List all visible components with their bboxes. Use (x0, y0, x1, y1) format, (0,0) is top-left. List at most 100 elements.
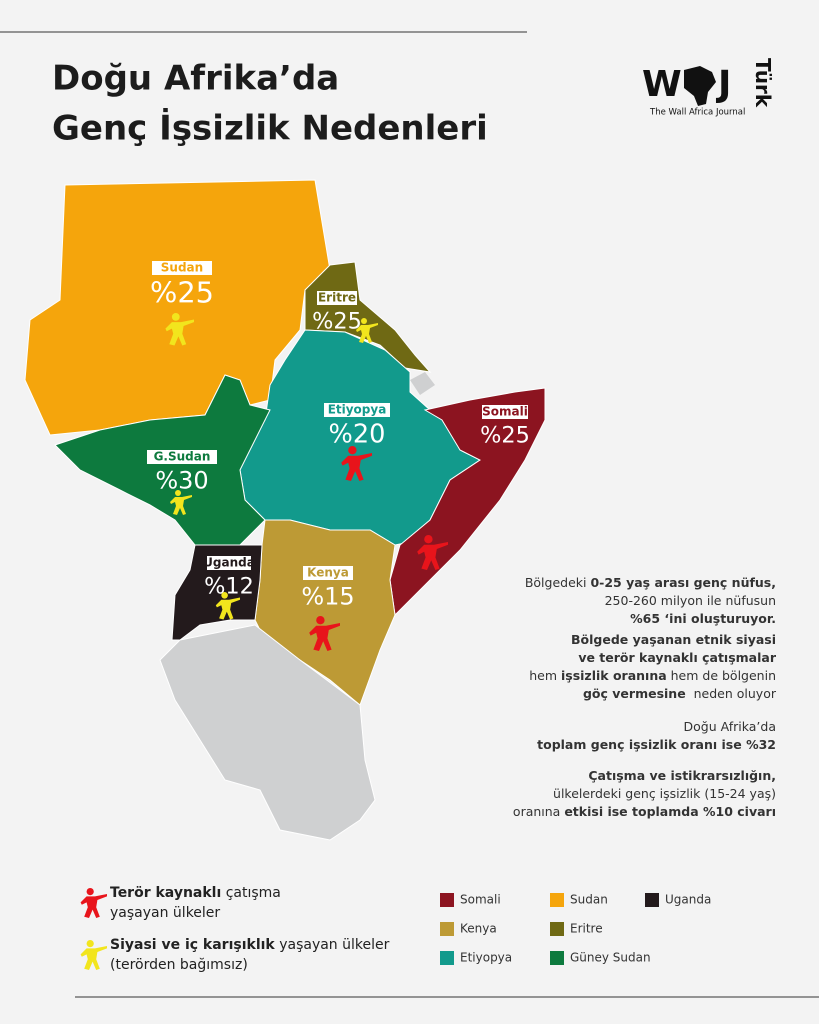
soldier-icon (80, 940, 107, 970)
legend-label: Kenya (460, 922, 497, 936)
region-value: %15 (301, 583, 354, 611)
note-line: %65 ‘ini oluşturuyor. (630, 611, 776, 626)
icon-legend-segment: Terör kaynaklı (110, 885, 221, 901)
legend-label: Sudan (570, 893, 608, 907)
note-segment: toplam genç işsizlik oranı ise %32 (537, 737, 776, 752)
icon-head (221, 592, 228, 599)
region-name-box (152, 261, 212, 275)
icon-body (215, 597, 240, 620)
note-line: Çatışma ve istikrarsızlığın, (588, 768, 776, 783)
legend-swatch (550, 893, 564, 907)
map-labels: Sudan%25 Eritre%25Etiyopya%20Somali%25G.S… (147, 261, 530, 651)
note-segment: Doğu Afrika’da (684, 719, 776, 734)
icon-head (316, 616, 325, 625)
region-name: Kenya (307, 566, 349, 580)
legend-swatch (440, 893, 454, 907)
title-line-2: Genç İşsizlik Nedenleri (52, 108, 488, 149)
soldier-icon (417, 535, 448, 570)
note-line: Bölgedeki 0-25 yaş arası genç nüfus, (525, 575, 776, 590)
note-segment: Çatışma ve istikrarsızlığın, (588, 768, 776, 783)
note-segment: etkisi ise toplamda %10 civarı (564, 804, 776, 819)
icon-legend-line: (terörden bağımsız) (110, 957, 248, 973)
region-eritrea (304, 261, 432, 373)
note-segment: hem de bölgenin (667, 668, 776, 683)
icon-head (86, 940, 94, 948)
note-segment: hem (529, 668, 561, 683)
icon-legend-segment: (terörden bağımsız) (110, 957, 248, 973)
icon-head (348, 446, 357, 455)
region-value: %25 (312, 309, 362, 335)
icon-legend-line: Siyasi ve iç karışıklık yaşayan ülkeler (110, 937, 390, 953)
legend-swatch (550, 951, 564, 965)
note-segment: oranına (513, 804, 564, 819)
map (24, 179, 546, 841)
region-value: %25 (150, 276, 214, 310)
icon-legend-segment: çatışma (221, 885, 281, 901)
soldier-icon (165, 313, 194, 346)
region-name-box (207, 556, 251, 570)
note-segment: göç vermesine (583, 686, 686, 701)
title-line-1: Doğu Afrika’da (52, 59, 339, 99)
legend-label: Etiyopya (460, 951, 512, 965)
region-value: %30 (155, 467, 208, 495)
region-name-box (482, 405, 528, 419)
icon-body (341, 453, 372, 481)
icon-body (165, 319, 194, 346)
soldier-icon (215, 592, 240, 620)
region-name: Sudan (161, 261, 203, 275)
soldier-icon (170, 490, 192, 515)
icon-body (170, 495, 192, 515)
note-line: göç vermesine neden oluyor (583, 686, 777, 701)
soldier-icon (309, 616, 340, 651)
region-name: Somali (482, 405, 528, 419)
note-line: 250-260 milyon ile nüfusun (605, 593, 776, 608)
icon-head (424, 535, 433, 544)
logo-africa (684, 66, 716, 106)
note-segment: 250-260 milyon ile nüfusun (605, 593, 776, 608)
region-name-box (324, 403, 390, 417)
icon-head (171, 313, 180, 321)
region-name: Eritre (318, 291, 356, 305)
icon-head (361, 318, 367, 324)
note-line: hem işsizlik oranına hem de bölgenin (529, 668, 776, 683)
icon-body (80, 946, 107, 970)
icon-head (86, 888, 94, 896)
legend-swatch (440, 951, 454, 965)
legend-label: Somali (460, 893, 501, 907)
icon-legend-segment: yaşayan ülkeler (110, 905, 220, 921)
region-name: Etiyopya (328, 403, 387, 417)
legend-label: Uganda (665, 893, 711, 907)
icon-body (356, 323, 378, 343)
note-segment: işsizlik oranına (561, 668, 667, 683)
notes: Bölgedeki 0-25 yaş arası genç nüfus, 250-… (513, 575, 777, 819)
logo-subtitle: The Wall Africa Journal (649, 108, 745, 118)
note-line: toplam genç işsizlik oranı ise %32 (537, 737, 776, 752)
icon-body (309, 623, 340, 651)
region-value: %12 (204, 574, 254, 600)
note-segment: ve terör kaynaklı çatışmalar (578, 650, 777, 665)
logo-right: J (715, 64, 731, 105)
region-name: Uganda (203, 556, 255, 570)
logo: W J Türk The Wall Africa Journal (642, 58, 775, 118)
note-segment: %65 ‘ini oluşturuyor. (630, 611, 776, 626)
region-value: %20 (329, 419, 386, 449)
note-segment: neden oluyor (686, 686, 777, 701)
legend-label: Güney Sudan (570, 951, 651, 965)
note-line: Doğu Afrika’da (684, 719, 776, 734)
icon-head (175, 490, 181, 496)
icon-legend-segment: Siyasi ve iç karışıklık (110, 937, 275, 953)
soldier-icon (341, 446, 372, 481)
logo-side: Türk (751, 58, 775, 108)
logo-left: W (642, 64, 682, 105)
legend-swatch (550, 922, 564, 936)
region-value: %25 (480, 423, 530, 449)
region-name-box (317, 291, 357, 305)
soldier-icon (80, 888, 107, 918)
note-line: ülkelerdeki genç işsizlik (15-24 yaş) (553, 786, 776, 801)
region-name-box (303, 566, 353, 580)
icon-legend-line: yaşayan ülkeler (110, 905, 220, 921)
note-segment: Bölgedeki (525, 575, 591, 590)
region-tanzania (159, 624, 376, 841)
icon-legend-segment: yaşayan ülkeler (275, 937, 390, 953)
